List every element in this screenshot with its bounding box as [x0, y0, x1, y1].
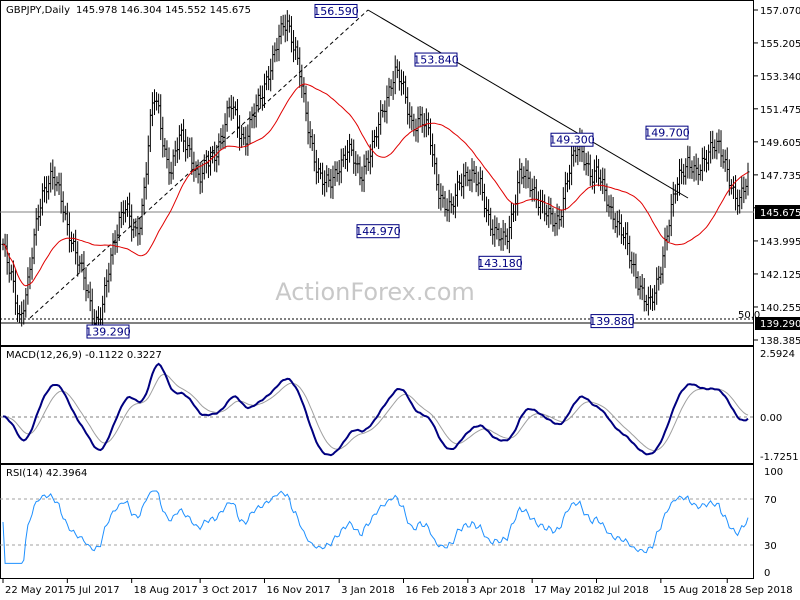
- price-tick-label: 151.475: [760, 105, 800, 116]
- price-title: GBPJPY,Daily: [6, 5, 70, 16]
- price-tick-label: 157.070: [760, 6, 800, 17]
- macd-tick-zero: 0.00: [760, 413, 782, 424]
- rsi-panel: [0, 464, 754, 579]
- annotation-box: [550, 132, 594, 147]
- date-tick-label: 16 Feb 2018: [406, 585, 468, 596]
- annotation-label: 153.840: [413, 54, 459, 67]
- annotation-box: [590, 314, 634, 329]
- price-tick-label: 155.205: [760, 39, 800, 50]
- date-tick-label: 15 Aug 2018: [663, 585, 727, 596]
- price-panel: [0, 0, 754, 346]
- fib-label: 50.0: [738, 310, 760, 321]
- price-tick-label: 140.255: [760, 303, 800, 314]
- rsi-line: [2, 490, 749, 564]
- price-annotations: 156.590 153.840 149.300 149.700 144.970 143.1…: [85, 3, 690, 339]
- rsi-tick-0: 0: [764, 568, 770, 579]
- macd-tick-top: 2.5924: [760, 349, 795, 360]
- price-axis: 157.070 155.205 153.340 151.475 149.605 147.7…: [754, 6, 800, 347]
- ohlc-readout: 145.978 146.304 145.552 145.675: [76, 5, 251, 16]
- date-tick-label: 17 May 2018: [534, 585, 599, 596]
- date-tick-label: 28 Sep 2018: [729, 585, 792, 596]
- price-tick-label: 153.340: [760, 72, 800, 83]
- annotation-box: [414, 52, 458, 67]
- macd-panel: [0, 346, 754, 464]
- macd-tick-bottom: -1.7251: [760, 452, 799, 463]
- annotation-box: [86, 324, 130, 339]
- annotation-box: [314, 3, 358, 18]
- macd-line: [2, 362, 749, 457]
- annotation-box: [478, 255, 522, 270]
- price-tick-label: 143.995: [760, 237, 800, 248]
- rsi-tick-70: 70: [764, 495, 777, 506]
- date-tick-label: 3 Oct 2017: [202, 585, 257, 596]
- resistance-trendline: [367, 9, 689, 199]
- date-axis: 22 May 2017 5 Jul 2017 18 Aug 2017 3 Oct 20…: [2, 579, 793, 596]
- date-tick-label: 2 Jul 2018: [599, 585, 649, 596]
- last-price-label: 145.675: [760, 208, 800, 219]
- date-tick-label: 22 May 2017: [5, 585, 70, 596]
- support-trendline: [29, 9, 369, 319]
- annotation-label: 156.590: [313, 5, 359, 18]
- annotation-label: 143.180: [477, 257, 523, 270]
- macd-signal-line: [2, 373, 749, 452]
- rsi-tick-30: 30: [764, 541, 777, 552]
- rsi-tick-100: 100: [764, 467, 783, 478]
- moving-average-line: [2, 83, 749, 287]
- annotation-box: [645, 125, 689, 140]
- annotation-label: 139.290: [85, 326, 131, 339]
- last-price-badge: [755, 205, 800, 219]
- date-tick-label: 16 Nov 2017: [266, 585, 330, 596]
- annotation-label: 139.880: [589, 315, 635, 328]
- annotation-box: [356, 224, 400, 239]
- date-tick-label: 3 Apr 2018: [470, 585, 525, 596]
- watermark: ActionForex.com: [275, 278, 475, 306]
- date-tick-label: 5 Jul 2017: [69, 585, 119, 596]
- level-label: 139.290: [760, 319, 800, 330]
- price-tick-label: 149.605: [760, 138, 800, 149]
- annotation-label: 149.300: [549, 134, 595, 147]
- annotation-label: 149.700: [644, 127, 690, 140]
- price-tick-label: 147.735: [760, 171, 800, 182]
- macd-title: MACD(12,26,9) -0.1122 0.3227: [6, 350, 162, 361]
- rsi-title: RSI(14) 42.3964: [6, 468, 87, 479]
- level-badge: [755, 317, 800, 330]
- date-tick-label: 3 Jan 2018: [341, 585, 395, 596]
- price-tick-label: 138.385: [760, 336, 800, 347]
- annotation-label: 144.970: [355, 225, 401, 238]
- date-tick-label: 18 Aug 2017: [134, 585, 198, 596]
- ohlc-bars: [1, 10, 750, 334]
- price-tick-label: 142.125: [760, 270, 800, 281]
